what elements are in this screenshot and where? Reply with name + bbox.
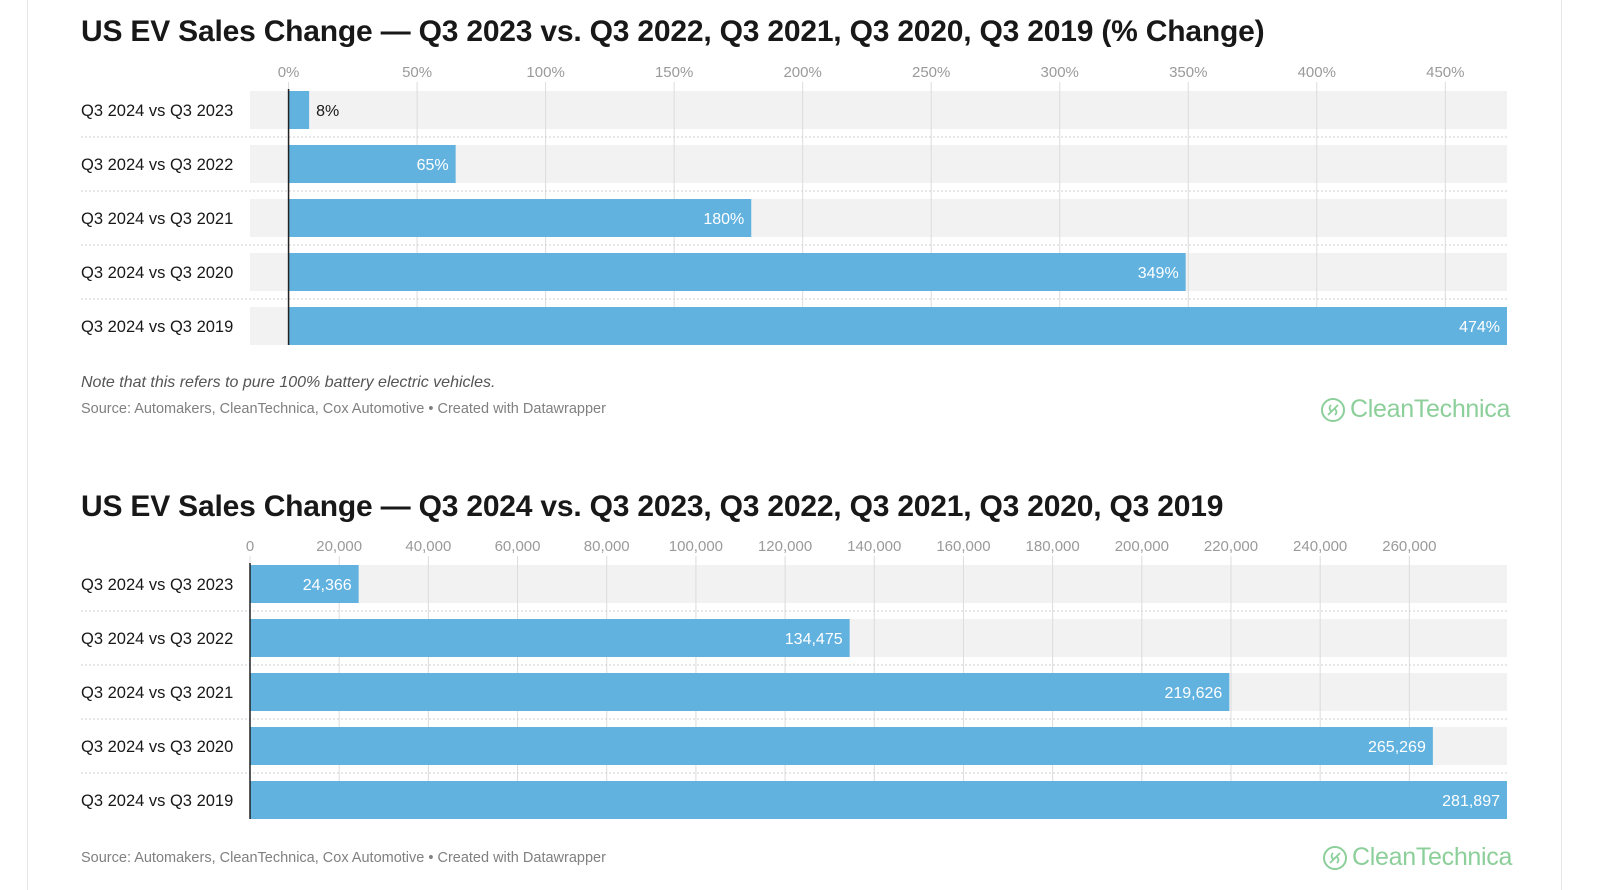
data-label: 180% bbox=[703, 211, 744, 228]
data-label: 24,366 bbox=[303, 577, 352, 594]
bar bbox=[288, 253, 1186, 291]
category-label: Q3 2024 vs Q3 2023 bbox=[81, 576, 233, 594]
x-tick-label: 20,000 bbox=[316, 538, 362, 555]
data-label: 8% bbox=[316, 103, 339, 120]
chart-percent-change: US EV Sales Change — Q3 2023 vs. Q3 2022… bbox=[81, 15, 1510, 424]
data-label: 474% bbox=[1459, 319, 1500, 336]
frame-left-line bbox=[27, 0, 28, 890]
x-tick-label: 120,000 bbox=[758, 538, 812, 555]
category-label: Q3 2024 vs Q3 2023 bbox=[81, 102, 233, 120]
chart-source: Source: Automakers, CleanTechnica, Cox A… bbox=[81, 850, 606, 866]
data-label: 349% bbox=[1138, 265, 1179, 282]
data-label: 219,626 bbox=[1164, 685, 1222, 702]
x-tick-label: 300% bbox=[1041, 64, 1079, 81]
data-label: 265,269 bbox=[1368, 739, 1426, 756]
x-tick-label: 40,000 bbox=[405, 538, 451, 555]
x-tick-label: 140,000 bbox=[847, 538, 901, 555]
x-tick-label: 50% bbox=[402, 64, 432, 81]
bar bbox=[288, 307, 1507, 345]
x-tick-label: 150% bbox=[655, 64, 693, 81]
x-tick-label: 240,000 bbox=[1293, 538, 1347, 555]
chart-title: US EV Sales Change — Q3 2023 vs. Q3 2022… bbox=[81, 15, 1265, 48]
bar bbox=[250, 673, 1230, 711]
bar bbox=[250, 727, 1433, 765]
bar bbox=[288, 91, 310, 129]
category-label: Q3 2024 vs Q3 2020 bbox=[81, 264, 233, 282]
leaf-icon bbox=[1321, 397, 1345, 422]
chart-title: US EV Sales Change — Q3 2024 vs. Q3 2023… bbox=[81, 490, 1224, 523]
category-label: Q3 2024 vs Q3 2019 bbox=[81, 792, 233, 810]
bar bbox=[250, 565, 359, 603]
data-label: 65% bbox=[417, 157, 449, 174]
x-tick-label: 350% bbox=[1169, 64, 1207, 81]
category-label: Q3 2024 vs Q3 2020 bbox=[81, 738, 233, 756]
bar-track bbox=[250, 91, 1507, 129]
bar bbox=[288, 145, 456, 183]
data-label: 134,475 bbox=[785, 631, 843, 648]
x-tick-label: 250% bbox=[912, 64, 950, 81]
bar-track bbox=[250, 565, 1507, 603]
x-tick-label: 400% bbox=[1298, 64, 1336, 81]
chart-note: Note that this refers to pure 100% batte… bbox=[81, 374, 496, 391]
cleantechnica-logo[interactable]: CleanTechnica bbox=[1320, 395, 1510, 424]
category-label: Q3 2024 vs Q3 2021 bbox=[81, 684, 233, 702]
data-label: 281,897 bbox=[1442, 793, 1500, 810]
chart-source: Source: Automakers, CleanTechnica, Cox A… bbox=[81, 401, 606, 417]
category-label: Q3 2024 vs Q3 2022 bbox=[81, 156, 233, 174]
cleantechnica-logo[interactable]: CleanTechnica bbox=[1322, 843, 1512, 872]
x-tick-label: 160,000 bbox=[936, 538, 990, 555]
chart-absolute-change: US EV Sales Change — Q3 2024 vs. Q3 2023… bbox=[0, 490, 1600, 890]
bar bbox=[288, 199, 752, 237]
leaf-icon bbox=[1323, 845, 1347, 870]
x-tick-label: 100% bbox=[526, 64, 564, 81]
category-label: Q3 2024 vs Q3 2019 bbox=[81, 318, 233, 336]
x-tick-label: 260,000 bbox=[1382, 538, 1436, 555]
logo-text: CleanTechnica bbox=[1350, 395, 1511, 423]
x-tick-label: 0% bbox=[278, 64, 300, 81]
x-tick-label: 220,000 bbox=[1204, 538, 1258, 555]
x-tick-label: 450% bbox=[1426, 64, 1464, 81]
x-tick-label: 200% bbox=[783, 64, 821, 81]
category-label: Q3 2024 vs Q3 2021 bbox=[81, 210, 233, 228]
x-tick-label: 200,000 bbox=[1115, 538, 1169, 555]
x-tick-label: 80,000 bbox=[584, 538, 630, 555]
percent-change-bar-chart: 0% 50% 100% 150% 200% 250% 300% 350% 400% 450% Q3 … bbox=[81, 64, 1507, 345]
x-tick-label: 180,000 bbox=[1026, 538, 1080, 555]
x-tick-label: 60,000 bbox=[495, 538, 541, 555]
absolute-change-bar-chart: 0 20,000 40,000 60,000 80,000 100,000 120,000 1… bbox=[81, 538, 1507, 819]
logo-text: CleanTechnica bbox=[1352, 843, 1513, 871]
bar-track bbox=[250, 145, 1507, 183]
x-tick-label: 100,000 bbox=[669, 538, 723, 555]
frame-right-line bbox=[1561, 0, 1562, 890]
bar bbox=[250, 781, 1507, 819]
category-label: Q3 2024 vs Q3 2022 bbox=[81, 630, 233, 648]
bar bbox=[250, 619, 850, 657]
x-tick-label: 0 bbox=[246, 538, 254, 555]
